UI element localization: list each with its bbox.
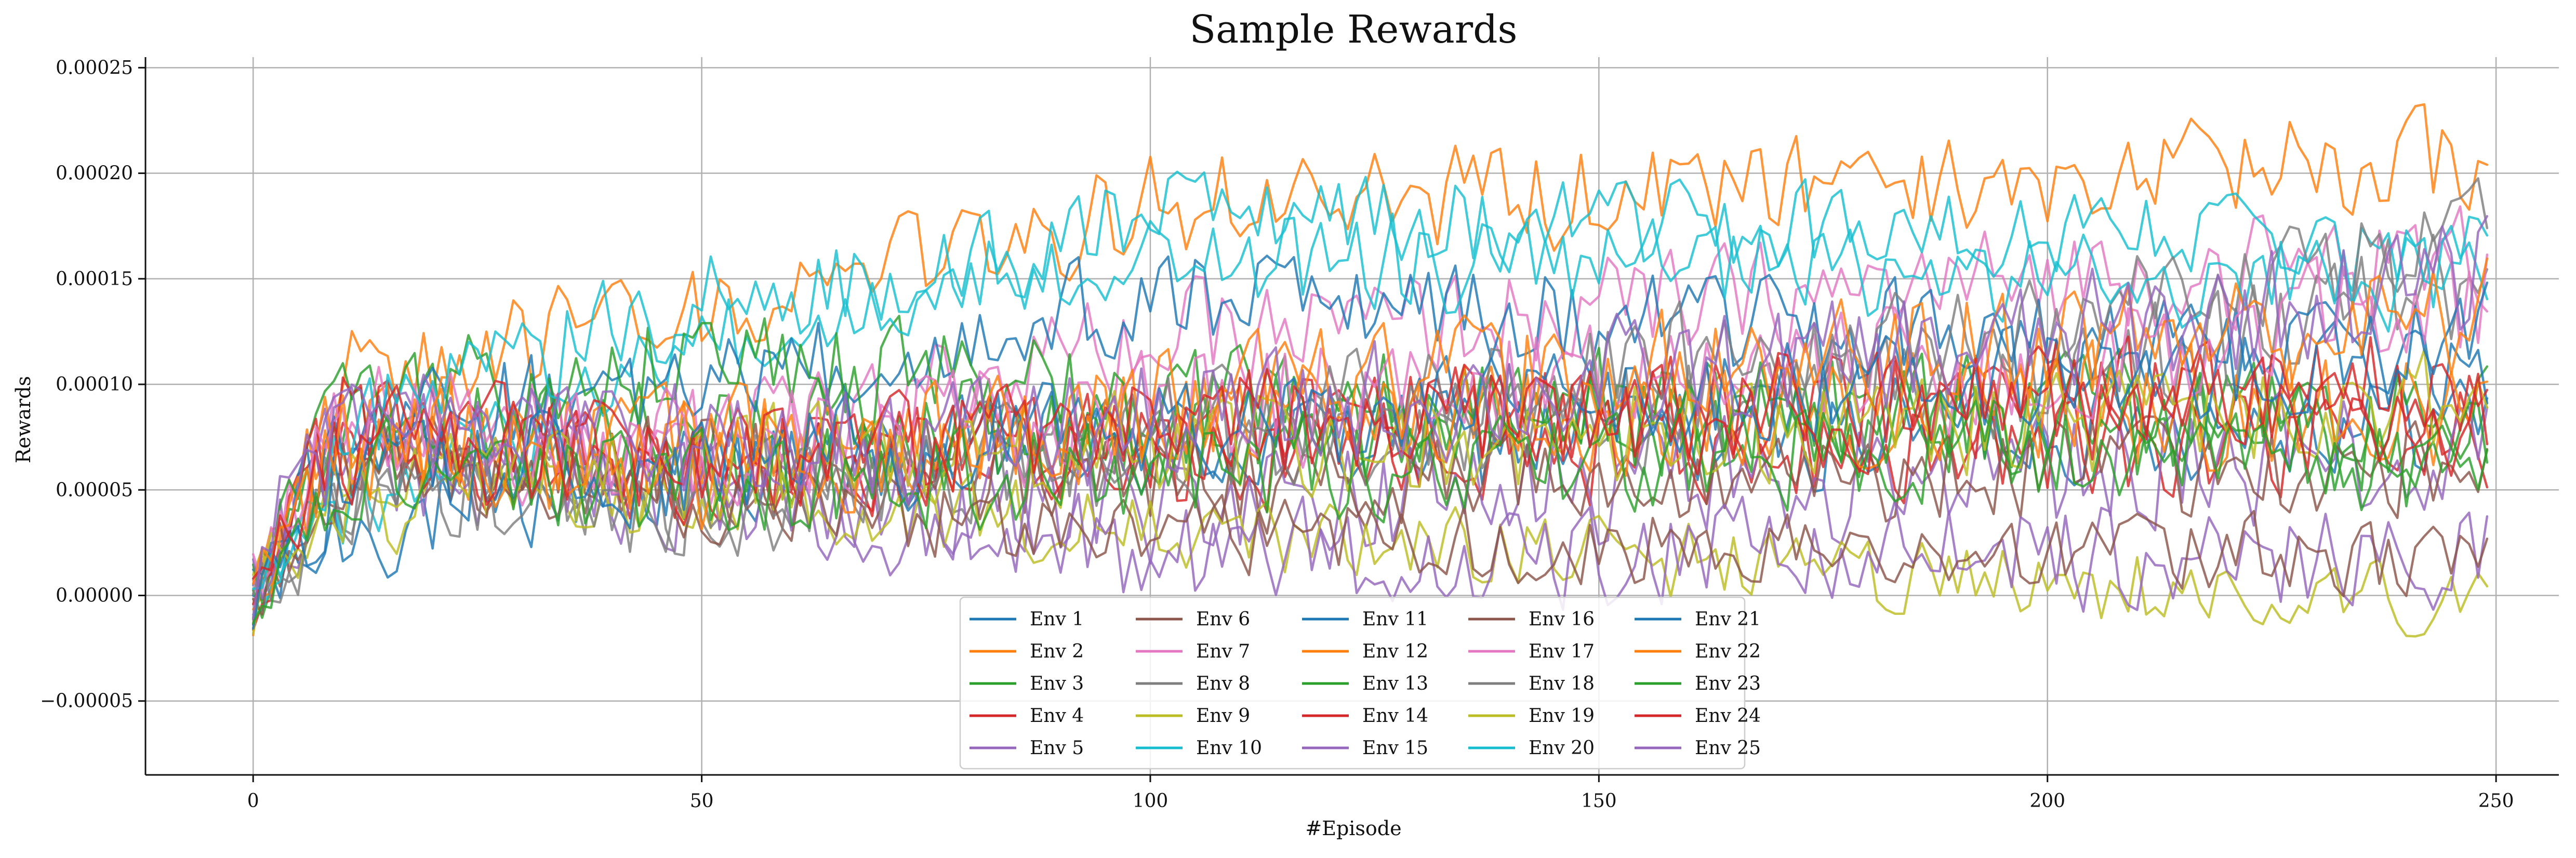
x-tick-label: 200: [2029, 790, 2065, 812]
y-tick-label: 0.00010: [56, 374, 133, 395]
legend: Env 1 Env 2 Env 3 Env 4 Env 5 Env 6 Env 7 Env 8…: [959, 596, 1761, 770]
legend-entry: Env 21: [1695, 609, 1761, 630]
legend-entry: Env 18: [1529, 673, 1595, 694]
series-line-24: [251, 345, 2489, 580]
series-line-21: [251, 281, 2489, 630]
series-line-2: [251, 103, 2489, 637]
legend-entry: Env 5: [1030, 738, 1084, 759]
series-lines: [251, 103, 2489, 638]
series-line-20: [251, 212, 2489, 590]
legend-entry: Env 10: [1196, 738, 1262, 759]
legend-entry: Env 20: [1529, 738, 1595, 759]
legend-entry: Env 8: [1196, 673, 1250, 694]
legend-entry: Env 15: [1362, 738, 1428, 759]
x-tick-label: 100: [1133, 790, 1169, 812]
legend-frame: [959, 596, 1746, 770]
x-tick-label: 50: [690, 790, 714, 812]
legend-entry: Env 12: [1362, 641, 1428, 662]
x-axis-label: #Episode: [1305, 817, 1401, 840]
series-line-17: [251, 237, 2489, 585]
y-tick-label: 0.00020: [56, 163, 133, 184]
legend-entry: Env 1: [1030, 609, 1084, 630]
series-line-22: [251, 257, 2489, 585]
axes: [138, 57, 2559, 782]
series-line-6: [251, 401, 2489, 626]
x-tick-label: 250: [2478, 790, 2514, 812]
legend-entry: Env 6: [1196, 609, 1250, 630]
series-line-10: [251, 170, 2489, 616]
legend-entry: Env 3: [1030, 673, 1084, 694]
chart-title: Sample Rewards: [1189, 7, 1517, 52]
tick-labels: 0 50 100 150 200 250 −0.00005 0.00000 0.00005 0.0…: [40, 57, 2514, 812]
y-tick-label: 0.00015: [56, 269, 133, 290]
legend-entry: Env 16: [1529, 609, 1595, 630]
legend-entry: Env 9: [1196, 705, 1250, 727]
x-tick-label: 0: [247, 790, 259, 812]
series-line-11: [251, 254, 2489, 577]
series-line-7: [251, 205, 2489, 598]
y-tick-label: 0.00005: [56, 479, 133, 501]
x-tick-label: 150: [1581, 790, 1617, 812]
legend-entry: Env 24: [1695, 705, 1761, 727]
legend-entry: Env 4: [1030, 705, 1084, 727]
legend-entry: Env 19: [1529, 705, 1595, 727]
series-line-25: [251, 215, 2489, 620]
legend-entry: Env 14: [1362, 705, 1428, 727]
y-tick-label: −0.00005: [40, 691, 133, 712]
legend-entry: Env 23: [1695, 673, 1761, 694]
y-tick-label: 0.00000: [56, 585, 133, 607]
legend-entry: Env 11: [1362, 609, 1428, 630]
legend-entry: Env 2: [1030, 641, 1084, 662]
series-line-23: [251, 389, 2489, 625]
legend-entry: Env 7: [1196, 641, 1250, 662]
legend-entry: Env 13: [1362, 673, 1428, 694]
legend-entry: Env 25: [1695, 738, 1761, 759]
y-tick-label: 0.00025: [56, 57, 133, 78]
legend-entry: Env 17: [1529, 641, 1595, 662]
y-axis-label: Rewards: [12, 376, 35, 463]
legend-entry: Env 22: [1695, 641, 1761, 662]
